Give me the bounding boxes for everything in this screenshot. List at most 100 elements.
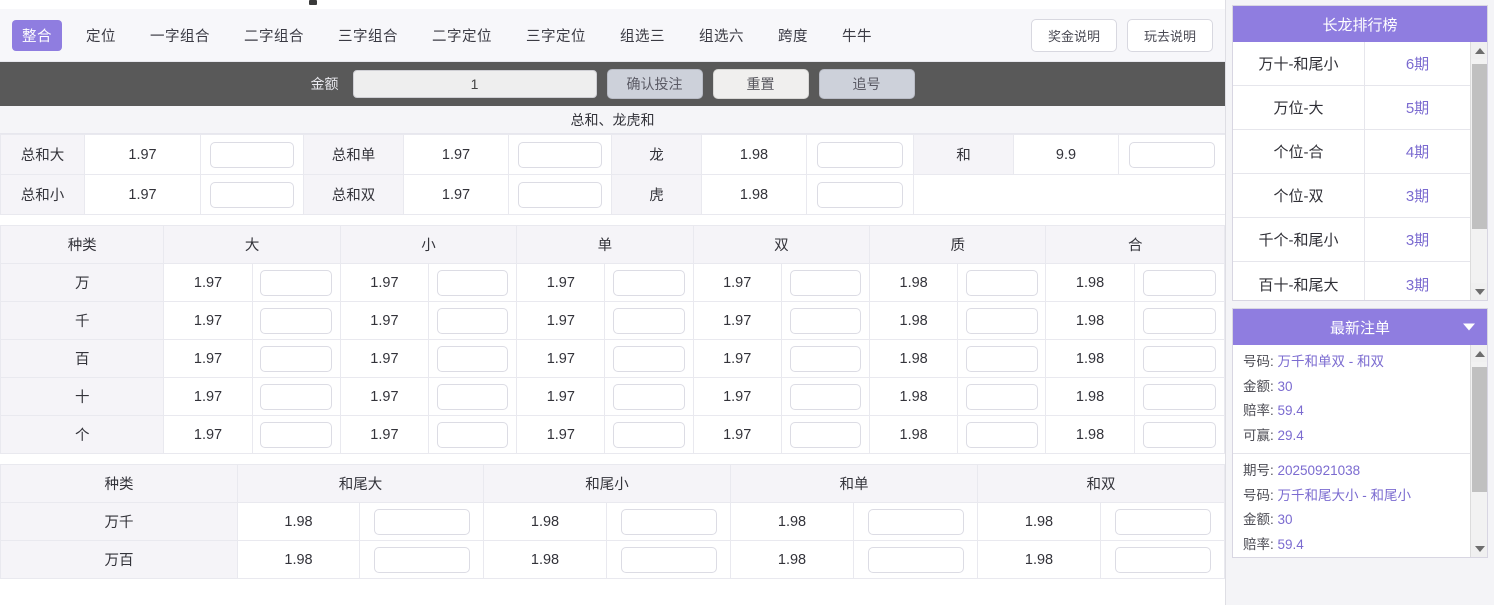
bet-amount-input[interactable] — [789, 269, 862, 296]
bet-amount-input-cell — [957, 415, 1047, 454]
bet-odds-value: 1.97 — [692, 377, 782, 416]
rank-row[interactable]: 万位-大 5期 — [1233, 86, 1470, 130]
bet-amount-input[interactable] — [816, 141, 904, 168]
bet-amount-input[interactable] — [1142, 345, 1216, 372]
bet-amount-input[interactable] — [436, 307, 509, 334]
bet-amount-input[interactable] — [1142, 269, 1216, 296]
rank-item-name: 万十-和尾小 — [1233, 42, 1365, 85]
bet-amount-input[interactable] — [373, 546, 470, 573]
bet-odds-value: 1.98 — [869, 339, 959, 378]
bet-amount-input[interactable] — [613, 345, 685, 372]
amount-input[interactable] — [352, 70, 597, 98]
rank-row[interactable]: 千个-和尾小 3期 — [1233, 218, 1470, 262]
table-row: 万 1.97 1.97 1.97 1.97 1.98 1.98 — [0, 263, 1225, 302]
bet-amount-input[interactable] — [1142, 307, 1216, 334]
bet-amount-input[interactable] — [436, 421, 509, 448]
bet-amount-input[interactable] — [518, 141, 602, 168]
bet-amount-input[interactable] — [1114, 546, 1211, 573]
bet-amount-input[interactable] — [966, 269, 1038, 296]
bet-amount-input[interactable] — [966, 345, 1038, 372]
bet-amount-input[interactable] — [620, 508, 717, 535]
bet-amount-input[interactable] — [613, 421, 685, 448]
bet-amount-input[interactable] — [867, 546, 964, 573]
bet-amount-input[interactable] — [1114, 508, 1211, 535]
tab-6[interactable]: 三字定位 — [526, 28, 586, 45]
rank-row[interactable]: 万十-和尾小 6期 — [1233, 42, 1470, 86]
scroll-down-icon[interactable] — [1471, 283, 1487, 300]
tab-4[interactable]: 三字组合 — [338, 28, 398, 45]
latest-orders-header[interactable]: 最新注单 — [1233, 309, 1487, 345]
reset-button[interactable]: 重置 — [712, 69, 809, 99]
bet-amount-input[interactable] — [436, 383, 509, 410]
scrollbar-thumb[interactable] — [1472, 367, 1487, 492]
bet-amount-input[interactable] — [260, 345, 332, 372]
bet-amount-input[interactable] — [1142, 421, 1216, 448]
tab-8[interactable]: 组选六 — [699, 28, 744, 45]
bet-amount-input[interactable] — [613, 307, 685, 334]
bet-amount-input[interactable] — [436, 345, 509, 372]
rank-row[interactable]: 个位-双 3期 — [1233, 174, 1470, 218]
tab-0[interactable]: 整合 — [12, 19, 62, 51]
bet-amount-input[interactable] — [966, 383, 1038, 410]
bet-amount-input[interactable] — [1128, 141, 1216, 168]
bet-amount-input[interactable] — [789, 421, 862, 448]
table-row: 万千 1.98 1.98 1.98 1.98 — [0, 502, 1225, 541]
lottery-tab-bar: 整合 定位 一字组合 二字组合 三字组合 二字定位 三字定位 组选三 组选六 跨度 牛牛 奖金说明玩… — [0, 9, 1225, 62]
table-header-row: 种类 和尾大 和尾小 和单 和双 — [0, 464, 1225, 503]
bet-amount-input-cell — [604, 377, 694, 416]
bet-amount-input[interactable] — [260, 307, 332, 334]
rank-row[interactable]: 百十-和尾大 3期 — [1233, 262, 1470, 300]
top-stub — [0, 0, 1225, 9]
order-field: 赔率: 59.4 — [1243, 399, 1470, 424]
bet-amount-input[interactable] — [210, 141, 294, 168]
tab-9[interactable]: 跨度 — [778, 28, 808, 45]
latest-orders-scrollbar[interactable] — [1470, 345, 1487, 557]
scroll-up-icon[interactable] — [1471, 42, 1487, 59]
bet-amount-input[interactable] — [373, 508, 470, 535]
tab-10[interactable]: 牛牛 — [842, 28, 872, 45]
chevron-down-icon[interactable] — [1463, 323, 1475, 331]
tab-5[interactable]: 二字定位 — [432, 28, 492, 45]
bet-amount-input[interactable] — [613, 269, 685, 296]
header-button-0[interactable]: 奖金说明 — [1030, 18, 1117, 52]
bet-amount-input[interactable] — [966, 421, 1038, 448]
bet-amount-input[interactable] — [867, 508, 964, 535]
bet-amount-input[interactable] — [518, 181, 602, 208]
bet-amount-input[interactable] — [260, 421, 332, 448]
bet-odds-value: 1.98 — [701, 134, 807, 175]
bet-amount-input[interactable] — [789, 383, 862, 410]
column-header-2: 小 — [339, 225, 518, 264]
tab-3[interactable]: 二字组合 — [244, 28, 304, 45]
tab-1[interactable]: 定位 — [86, 28, 116, 45]
row-label: 千 — [0, 301, 165, 340]
bet-amount-input-cell — [200, 174, 304, 215]
scrollbar-thumb[interactable] — [1472, 64, 1487, 229]
bet-amount-input[interactable] — [789, 345, 862, 372]
bet-amount-input[interactable] — [436, 269, 509, 296]
order-field-key: 可赢: — [1243, 427, 1274, 443]
bet-amount-input[interactable] — [210, 181, 294, 208]
bet-amount-input[interactable] — [966, 307, 1038, 334]
bet-amount-input[interactable] — [260, 383, 332, 410]
bet-amount-input[interactable] — [260, 269, 332, 296]
bet-amount-input-cell — [957, 263, 1047, 302]
confirm-bet-button[interactable]: 确认投注 — [606, 69, 703, 99]
chase-number-button[interactable]: 追号 — [818, 69, 915, 99]
tab-7[interactable]: 组选三 — [620, 28, 665, 45]
dragon-rank-scrollbar[interactable] — [1470, 42, 1487, 300]
table-row: 千 1.97 1.97 1.97 1.97 1.98 1.98 — [0, 301, 1225, 340]
scroll-down-icon[interactable] — [1471, 540, 1487, 557]
column-header-2: 和尾小 — [483, 464, 731, 503]
tab-2[interactable]: 一字组合 — [150, 28, 210, 45]
bet-amount-input[interactable] — [613, 383, 685, 410]
bet-amount-input[interactable] — [620, 546, 717, 573]
bet-odds-value: 1.98 — [869, 301, 959, 340]
bet-amount-input[interactable] — [789, 307, 862, 334]
header-button-1[interactable]: 玩去说明 — [1126, 18, 1213, 52]
bet-amount-input[interactable] — [1142, 383, 1216, 410]
zonghe-section-title: 总和、龙虎和 — [0, 106, 1225, 134]
scroll-up-icon[interactable] — [1471, 345, 1487, 362]
rank-row[interactable]: 个位-合 4期 — [1233, 130, 1470, 174]
bet-amount-input[interactable] — [816, 181, 904, 208]
